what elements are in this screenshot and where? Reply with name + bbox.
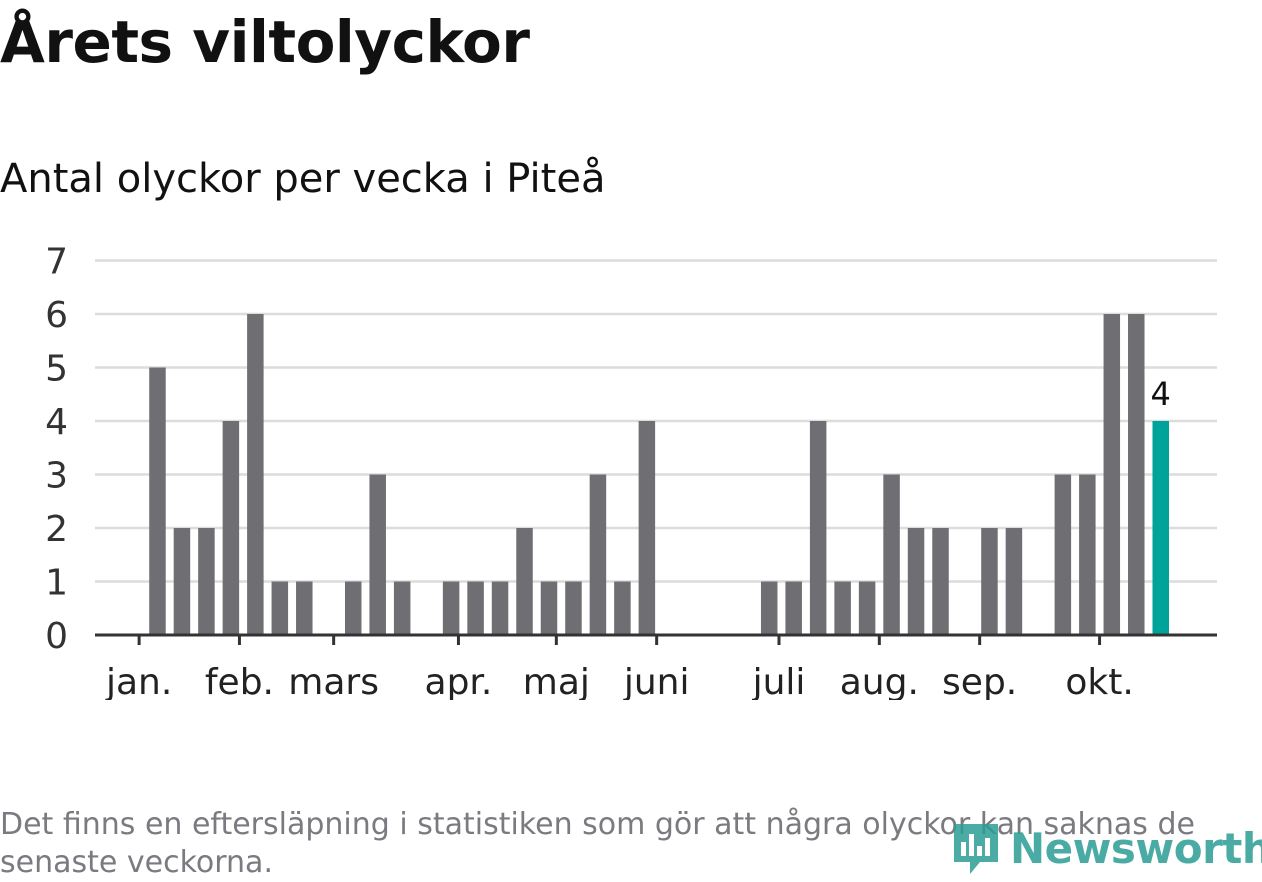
bar (149, 367, 166, 635)
gridlines (95, 259, 1217, 583)
x-tick-label: aug. (840, 662, 919, 700)
bar (785, 581, 802, 635)
chart-subtitle: Antal olyckor per vecka i Piteå (0, 156, 606, 202)
bar (247, 314, 264, 635)
y-axis-ticks: 0 1 2 3 4 5 6 7 (45, 242, 68, 658)
brand-name: Newsworthy (1010, 823, 1262, 873)
x-tick-label: maj (523, 662, 590, 700)
bar (883, 474, 900, 635)
bar (1079, 474, 1096, 635)
x-tick-label: mars (288, 662, 379, 700)
y-tick-label: 5 (45, 349, 68, 390)
bar (1054, 474, 1072, 635)
x-tick-label: juli (752, 662, 806, 700)
bar-chart: 0 1 2 3 4 5 6 7 4 jan. feb. mars apr. maj juni juli au… (45, 242, 1217, 700)
x-tick-label: feb. (205, 662, 274, 700)
bar (614, 581, 631, 635)
bar (344, 581, 362, 635)
bar (565, 581, 582, 635)
bar (393, 581, 411, 635)
bar (296, 581, 313, 635)
bar (467, 581, 484, 635)
bar-value-label: 4 (1151, 375, 1171, 413)
bar (981, 528, 998, 635)
bar (589, 474, 607, 635)
bar (1103, 314, 1121, 635)
bar (198, 528, 215, 635)
bar (222, 421, 240, 635)
bar (834, 581, 851, 635)
bars: 4 (149, 314, 1171, 635)
y-tick-label: 3 (45, 456, 68, 497)
x-tick-label: sep. (942, 662, 1017, 700)
bar (858, 581, 876, 635)
y-tick-label: 4 (45, 402, 68, 443)
x-tick-label: apr. (425, 662, 493, 700)
x-tick-label: okt. (1065, 662, 1133, 700)
bar (369, 474, 386, 635)
bar (442, 581, 460, 635)
x-tick-label: juni (623, 662, 690, 700)
bar (173, 528, 191, 635)
bar (271, 581, 289, 635)
bar (1128, 314, 1145, 635)
bar (540, 581, 558, 635)
y-tick-label: 0 (45, 616, 68, 657)
bar (491, 581, 509, 635)
bar (809, 421, 827, 635)
x-axis: jan. feb. mars apr. maj juni juli aug. sep. okt. (95, 633, 1217, 700)
newsworthy-logo-icon (954, 824, 998, 874)
y-tick-label: 7 (45, 242, 68, 283)
x-tick-label: jan. (105, 662, 172, 700)
y-tick-label: 1 (45, 563, 68, 604)
bar (516, 528, 533, 635)
bar (638, 421, 656, 635)
chart-title: Årets viltolyckor (0, 8, 530, 76)
bar (932, 528, 949, 635)
brand-logo[interactable]: Newsworthy (950, 818, 1262, 878)
y-tick-label: 2 (45, 509, 68, 550)
bar (760, 581, 778, 635)
bar-highlight (1152, 421, 1169, 635)
y-tick-label: 6 (45, 295, 68, 336)
bar (1005, 528, 1023, 635)
bar (907, 528, 925, 635)
